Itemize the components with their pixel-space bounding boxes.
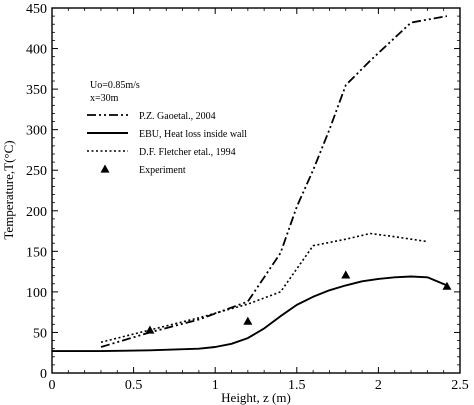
experiment-point <box>341 270 351 279</box>
x-tick-label: 1.5 <box>288 378 306 393</box>
annotation-distance: x=30m <box>90 93 119 104</box>
y-tick-label: 150 <box>26 245 47 260</box>
y-tick-label: 250 <box>26 164 47 179</box>
y-tick-label: 300 <box>26 124 47 139</box>
series-line-dash-dot-dot <box>100 15 448 348</box>
x-axis-title: Height, z (m) <box>221 390 291 405</box>
experiment-point <box>442 281 452 290</box>
y-tick-label: 400 <box>26 43 47 58</box>
y-tick-label: 50 <box>33 326 47 341</box>
legend-label: D.F. Fletcher etal., 1994 <box>139 147 236 158</box>
y-tick-label: 200 <box>26 205 47 220</box>
series-line-solid <box>52 275 448 353</box>
plot-frame <box>51 7 461 374</box>
series-layer <box>52 15 452 353</box>
legend: Uo=0.85m/s x=30m P.Z. Gaoetal., 2004 EBU,… <box>87 80 247 176</box>
legend-label: Experiment <box>139 165 186 176</box>
legend-label: P.Z. Gaoetal., 2004 <box>139 111 216 122</box>
tick-labels: 0 0.5 1 1.5 2 2.5 0 50 100 150 200 250 300 350 400 450 <box>26 2 469 393</box>
y-tick-label: 450 <box>26 2 47 17</box>
y-tick-label: 0 <box>40 367 47 382</box>
y-tick-label: 100 <box>26 286 47 301</box>
y-tick-label: 350 <box>26 83 47 98</box>
x-tick-label: 1 <box>212 378 219 393</box>
experiment-point <box>145 325 155 334</box>
x-tick-label: 0.5 <box>125 378 143 393</box>
x-tick-label: 2 <box>375 378 382 393</box>
experiment-point <box>243 316 253 325</box>
axis-ticks <box>51 7 461 374</box>
legend-label: EBU, Heat loss inside wall <box>139 129 247 140</box>
legend-marker-experiment <box>100 164 110 173</box>
annotation-velocity: Uo=0.85m/s <box>90 80 140 91</box>
y-axis-title: Temperature,T(°C) <box>1 140 16 239</box>
x-tick-label: 2.5 <box>451 378 469 393</box>
x-tick-label: 0 <box>49 378 56 393</box>
